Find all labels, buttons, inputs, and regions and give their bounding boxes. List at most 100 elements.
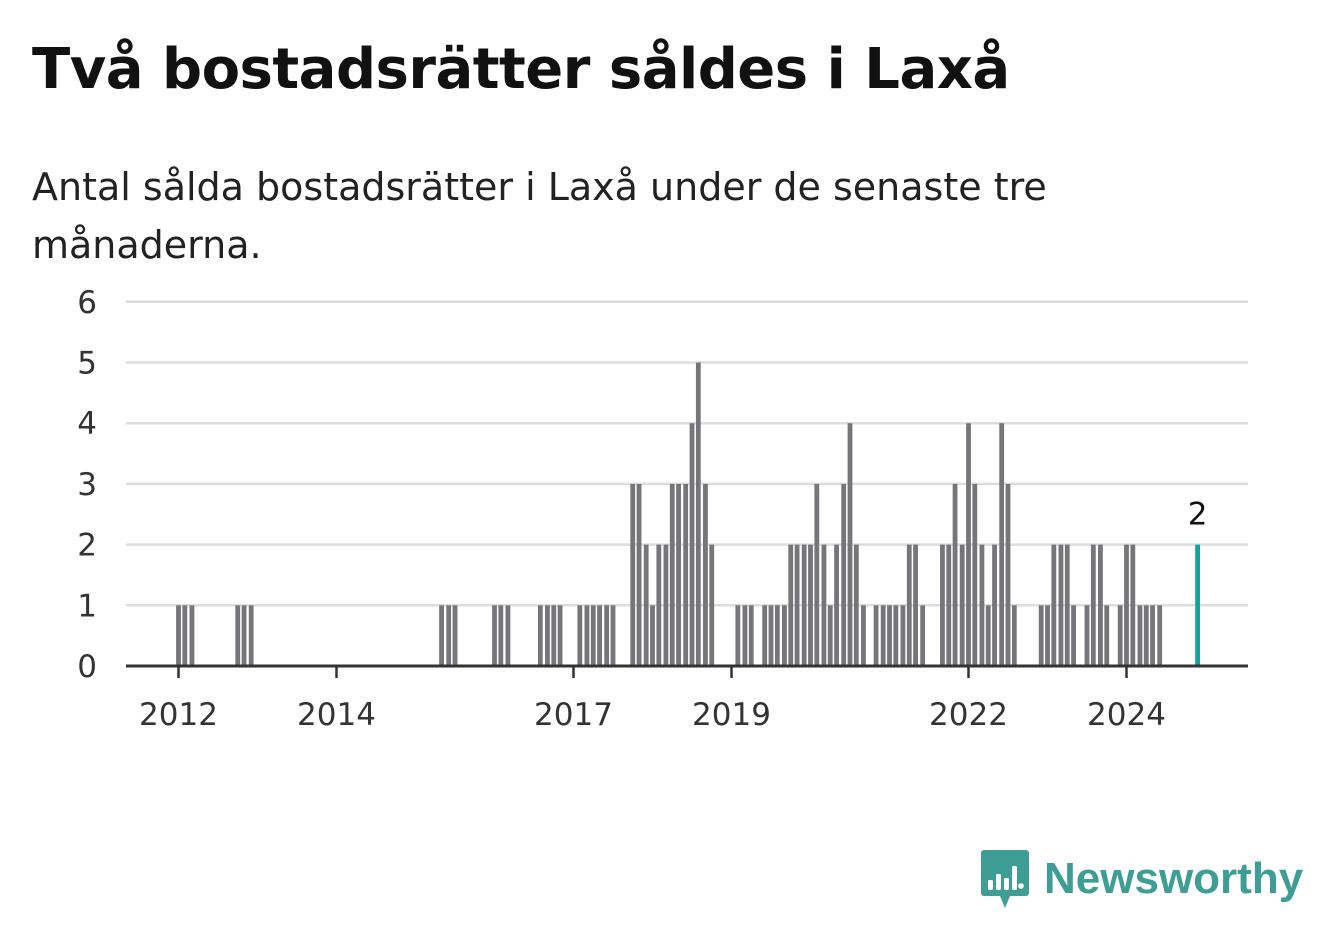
labels: 0 1 2 3 4 5 6 2012 2014 2017 2019 2022 2024 2: [77, 285, 1207, 733]
bar: [709, 544, 715, 666]
bar: [498, 605, 504, 666]
bar: [1104, 605, 1110, 666]
bar: [683, 483, 689, 666]
bar: [940, 544, 945, 666]
bar-chart: 0 1 2 3 4 5 6 2012 2014 2017 2019 2022 2024 2: [77, 285, 1248, 733]
x-tick-label: 2024: [1087, 697, 1166, 733]
bar: [584, 605, 590, 666]
bar: [636, 483, 642, 666]
bar: [1143, 605, 1149, 666]
bar: [880, 605, 886, 666]
bar: [676, 483, 681, 666]
bar: [861, 605, 866, 666]
bar: [452, 605, 458, 666]
brand-name: Newsworthy: [1044, 854, 1304, 903]
bar: [590, 605, 596, 666]
bar: [577, 605, 583, 666]
bar: [748, 605, 754, 666]
bar: [979, 544, 985, 666]
bar: [630, 483, 636, 666]
bar: [537, 605, 543, 666]
bar: [1064, 544, 1070, 666]
bar: [946, 544, 952, 666]
bars: [176, 362, 1200, 666]
bar: [834, 544, 839, 666]
bar: [1045, 605, 1050, 666]
bar: [887, 605, 892, 666]
x-tick-label: 2022: [929, 697, 1008, 733]
latest-value-label: 2: [1188, 497, 1208, 533]
bar: [847, 423, 853, 666]
bar: [505, 605, 511, 666]
bar: [176, 605, 181, 666]
bar: [873, 605, 879, 666]
y-tick-label: 6: [77, 285, 97, 321]
x-tick-label: 2017: [534, 697, 613, 733]
bar: [557, 605, 563, 666]
bar: [952, 483, 958, 666]
bar: [1124, 544, 1129, 666]
bar: [597, 605, 602, 666]
bar: [604, 605, 610, 666]
bar: [966, 423, 971, 666]
bar: [663, 544, 669, 666]
x-tick-label: 2012: [139, 697, 218, 733]
bar: [999, 423, 1005, 666]
bar: [841, 483, 847, 666]
bar: [985, 605, 991, 666]
bar: [906, 544, 912, 666]
bar: [439, 605, 444, 666]
bar: [788, 544, 794, 666]
bar: [492, 605, 497, 666]
bar: [545, 605, 550, 666]
bar: [446, 605, 452, 666]
bar: [1150, 605, 1155, 666]
bar: [689, 423, 695, 666]
bar: [241, 605, 247, 666]
brand-logo: Newsworthy: [980, 846, 1303, 912]
bar: [913, 544, 918, 666]
bar: [189, 605, 195, 666]
bar: [992, 544, 997, 666]
bar: [959, 544, 965, 666]
bar: [1084, 605, 1090, 666]
bar: [1098, 544, 1103, 666]
bar: [782, 605, 787, 666]
bar: [794, 544, 800, 666]
bar: [762, 605, 768, 666]
newsworthy-logo-icon: [981, 850, 1029, 908]
bar: [814, 483, 820, 666]
axes: [126, 664, 1248, 678]
bar: [1157, 605, 1163, 666]
y-tick-label: 3: [77, 467, 97, 503]
bar: [774, 605, 780, 666]
bar: [1130, 544, 1136, 666]
bar: [703, 483, 708, 666]
bar: [695, 362, 701, 666]
bar: [669, 483, 675, 666]
bar: [551, 605, 557, 666]
bar: [656, 544, 662, 666]
bar: [1117, 605, 1123, 666]
x-tick-label: 2019: [692, 697, 771, 733]
bar: [853, 544, 859, 666]
bar: [972, 483, 978, 666]
highlight-bar: [1195, 544, 1200, 666]
bar: [182, 605, 188, 666]
bar: [1051, 544, 1057, 666]
y-tick-label: 4: [77, 406, 97, 442]
bar: [235, 605, 241, 666]
bar: [801, 544, 807, 666]
chart-title: Två bostadsrätter såldes i Laxå: [32, 37, 1010, 102]
y-tick-label: 0: [77, 649, 97, 685]
bar: [1058, 544, 1064, 666]
bar: [1137, 605, 1143, 666]
bar: [821, 544, 827, 666]
bar: [1011, 605, 1017, 666]
bar: [1071, 605, 1076, 666]
bar: [1038, 605, 1044, 666]
bar: [1090, 544, 1096, 666]
y-tick-label: 2: [77, 528, 97, 564]
bar: [735, 605, 741, 666]
bar: [808, 544, 813, 666]
